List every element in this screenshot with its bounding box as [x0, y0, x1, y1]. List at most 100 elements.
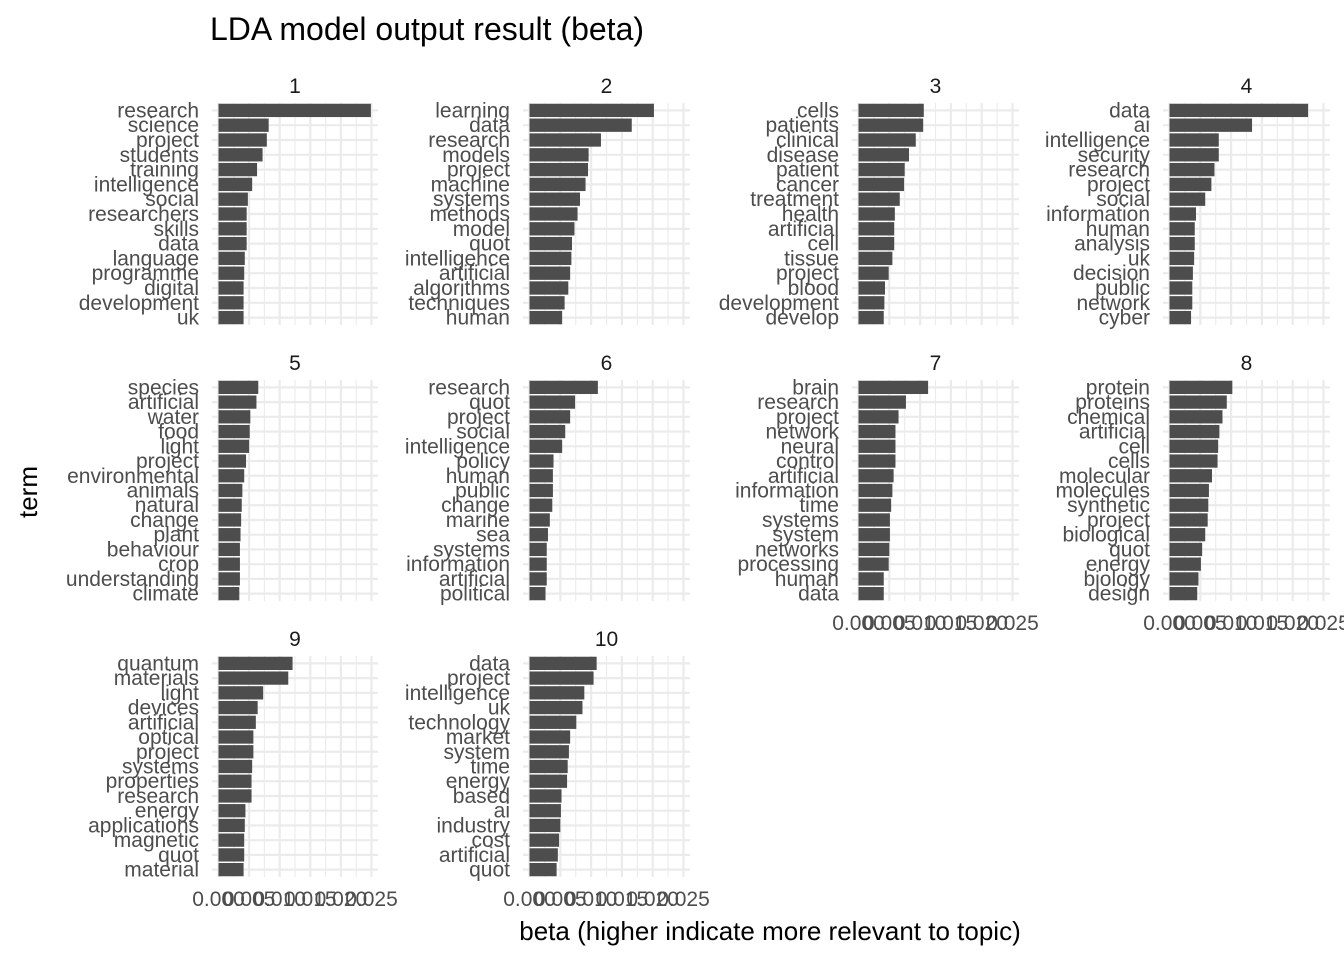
- bar: [218, 833, 245, 847]
- bar: [1169, 251, 1195, 266]
- bar: [529, 380, 598, 394]
- y-axis-title: term: [13, 466, 43, 518]
- bar: [529, 587, 546, 601]
- term-label: development: [79, 292, 199, 315]
- bar: [529, 818, 561, 833]
- term-label: information: [1046, 203, 1150, 226]
- bar: [218, 380, 259, 394]
- term-label: optical: [138, 726, 199, 749]
- facet-strip-label: 5: [289, 352, 301, 375]
- term-label: artificial: [768, 218, 839, 241]
- bar: [218, 103, 371, 118]
- bar: [529, 557, 547, 571]
- bar: [218, 804, 246, 818]
- bar: [529, 103, 654, 118]
- term-label: cells: [797, 99, 839, 122]
- term-label: change: [441, 494, 510, 517]
- bar: [858, 424, 896, 439]
- term-label: programme: [92, 262, 199, 285]
- term-label: synthetic: [1067, 494, 1150, 517]
- term-label: applications: [88, 814, 199, 837]
- term-label: project: [1087, 173, 1150, 196]
- term-label: quantum: [117, 652, 199, 675]
- term-label: data: [798, 583, 839, 606]
- bar: [218, 863, 244, 877]
- bar: [529, 410, 571, 424]
- term-label: animals: [127, 480, 199, 503]
- bar: [1169, 587, 1198, 601]
- facet-panel-1: 1 researchscienceprojectstudentstrainingi…: [79, 75, 378, 330]
- term-label: security: [1078, 144, 1151, 167]
- bar: [1169, 424, 1220, 439]
- facet-strip-label: 1: [289, 75, 301, 98]
- bar: [858, 236, 895, 251]
- term-label: molecules: [1055, 480, 1150, 503]
- bar: [858, 557, 889, 571]
- bar: [529, 133, 601, 147]
- bar: [218, 730, 254, 744]
- term-label: tissue: [784, 247, 839, 270]
- bar: [218, 498, 242, 512]
- term-label: artificial: [439, 844, 510, 867]
- facet-panel-8: 8 proteinproteinschemicalartificialcellce…: [1055, 352, 1344, 635]
- bar: [1169, 513, 1208, 527]
- term-label: based: [453, 785, 510, 808]
- bar: [218, 148, 263, 162]
- term-label: decision: [1073, 262, 1150, 285]
- term-label: research: [428, 129, 510, 152]
- bar: [218, 572, 240, 586]
- term-label: behaviour: [107, 538, 199, 561]
- bar: [1169, 395, 1227, 409]
- x-tick-label: 0.010: [894, 612, 947, 635]
- term-label: ai: [1134, 114, 1150, 137]
- term-label: treatment: [750, 188, 839, 211]
- bar: [858, 177, 905, 192]
- bar: [858, 483, 893, 498]
- term-label: develop: [765, 307, 839, 330]
- bar: [218, 192, 248, 206]
- term-label: networks: [755, 538, 839, 561]
- bar: [858, 251, 893, 266]
- term-label: development: [719, 292, 839, 315]
- bar: [858, 513, 890, 527]
- term-label: understanding: [66, 568, 199, 591]
- bar: [218, 222, 247, 236]
- bar: [1169, 572, 1199, 586]
- term-label: marine: [446, 509, 510, 532]
- bar: [1169, 310, 1192, 325]
- x-tick-label: 0.025: [986, 612, 1039, 635]
- term-label: analysis: [1074, 233, 1150, 256]
- bar: [529, 700, 583, 715]
- term-label: project: [1087, 509, 1150, 532]
- term-label: systems: [433, 188, 510, 211]
- bar: [858, 439, 896, 453]
- term-label: techniques: [408, 292, 510, 315]
- bar: [529, 483, 553, 498]
- term-label: information: [735, 480, 839, 503]
- term-label: molecular: [1059, 465, 1150, 488]
- term-label: time: [470, 756, 510, 779]
- facet-panel-4: 4 dataaiintelligencesecurityresearchproje…: [1045, 75, 1330, 330]
- term-label: cell: [807, 233, 839, 256]
- x-tick-label: 0.000: [832, 612, 885, 635]
- bar: [1169, 498, 1209, 512]
- x-tick-label: 0.005: [863, 612, 916, 635]
- bar: [529, 469, 553, 483]
- term-label: data: [158, 233, 199, 256]
- x-tick-label: 0.020: [1266, 612, 1319, 635]
- bar: [529, 833, 560, 847]
- bar: [529, 177, 586, 192]
- term-label: patients: [765, 114, 839, 137]
- bar: [218, 818, 245, 833]
- term-label: policy: [456, 450, 510, 473]
- bar: [529, 804, 561, 818]
- term-label: artificial: [1079, 421, 1150, 444]
- x-tick-label: 0.020: [626, 888, 679, 911]
- bar: [218, 439, 250, 453]
- term-label: systems: [762, 509, 839, 532]
- facet-strip-label: 8: [1241, 352, 1253, 375]
- bar: [529, 207, 578, 221]
- bar: [218, 715, 256, 729]
- bar: [218, 251, 245, 266]
